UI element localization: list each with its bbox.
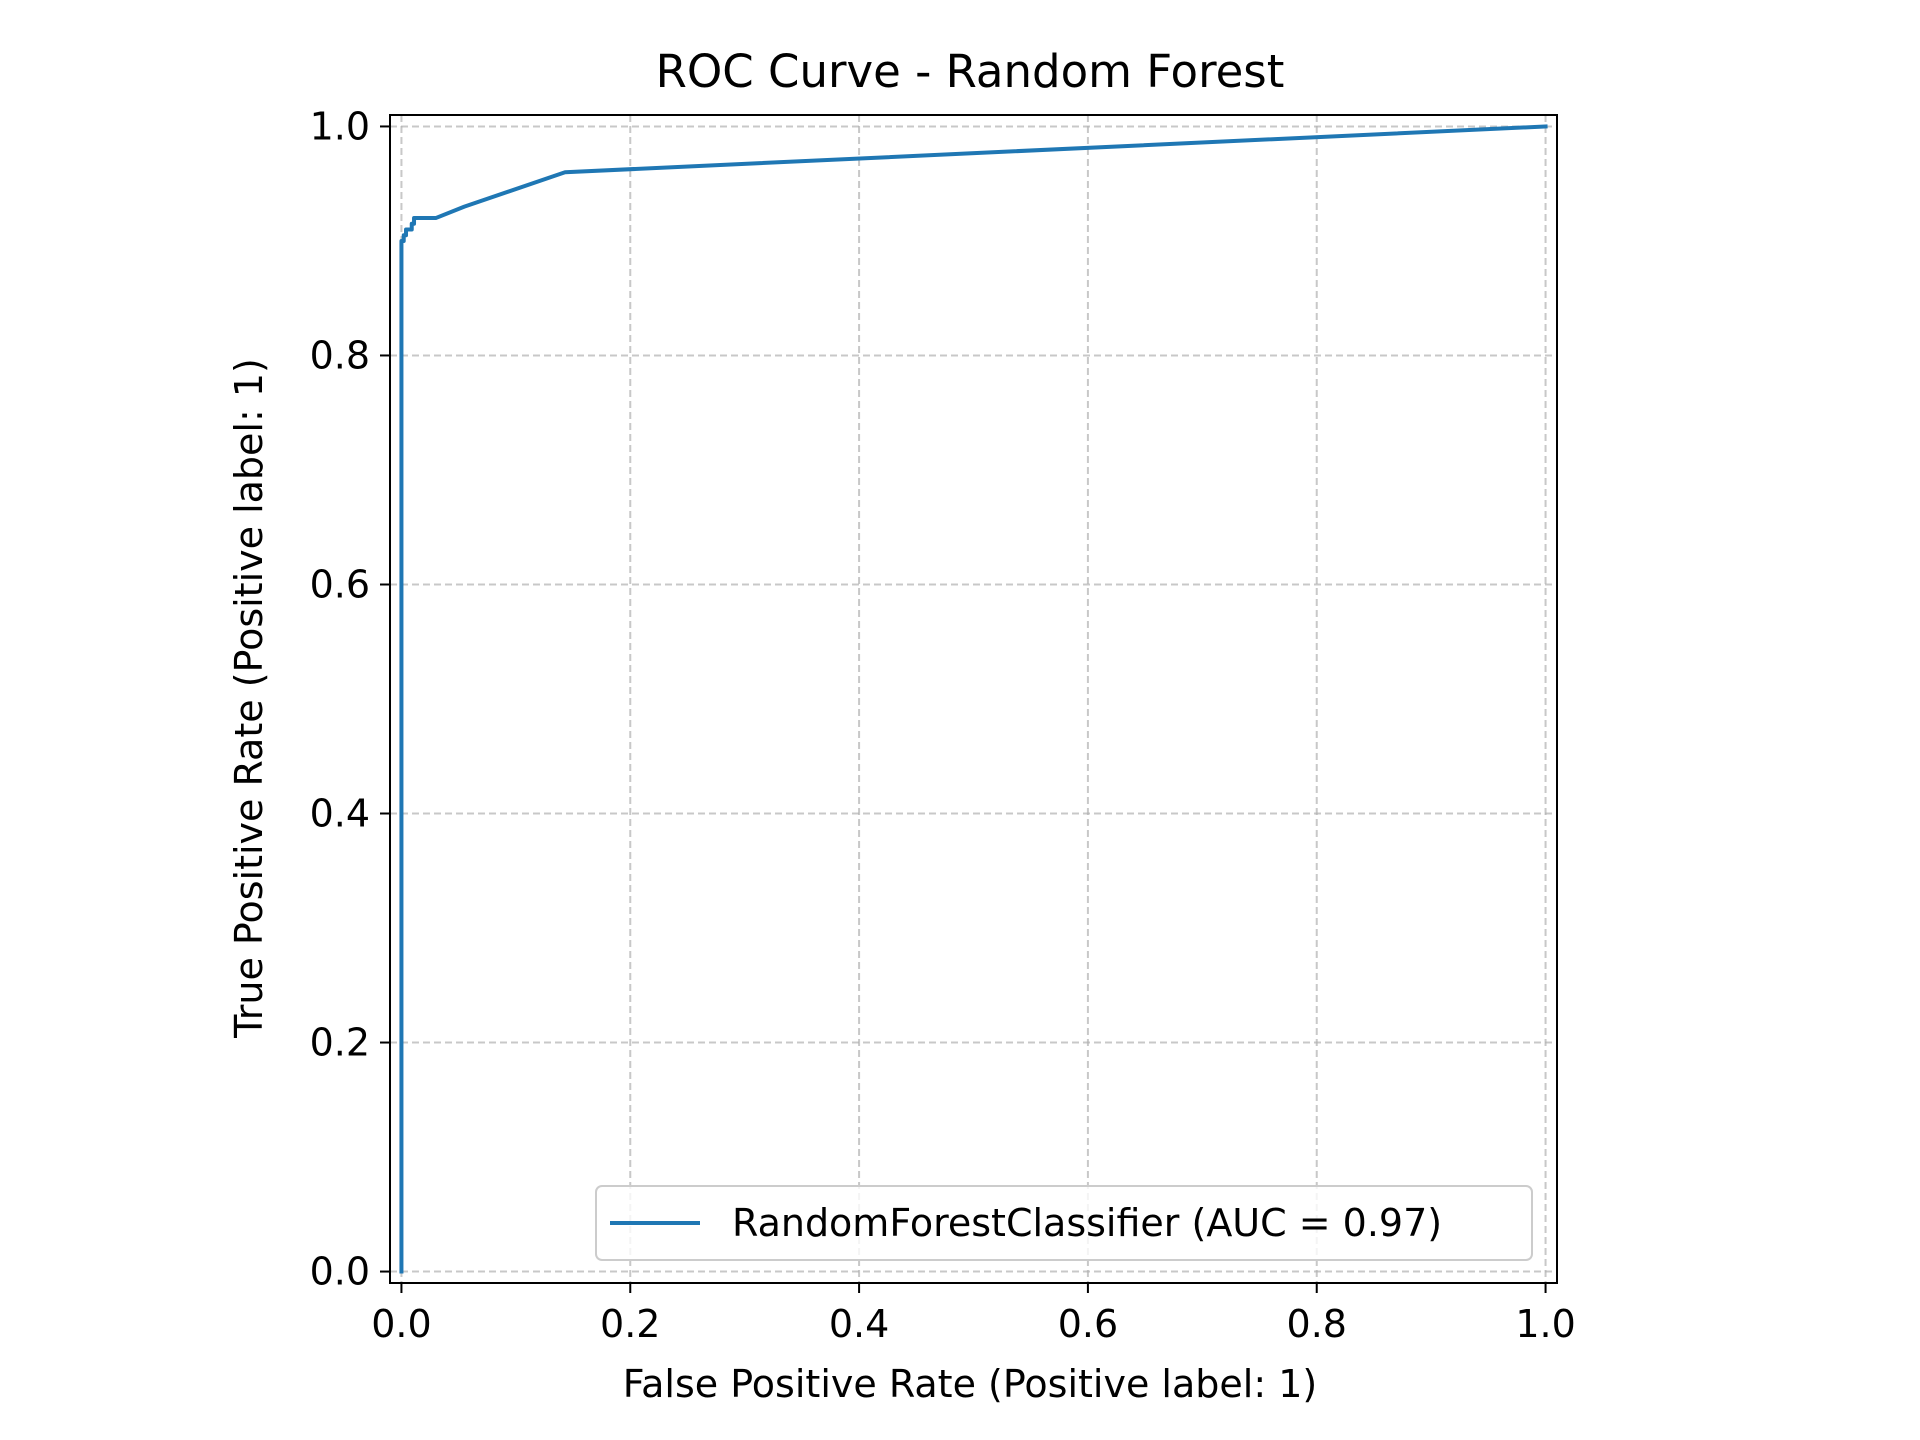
x-tick-label: 0.6 <box>1058 1302 1118 1346</box>
y-tick-label: 0.0 <box>310 1250 370 1294</box>
x-ticks: 0.0 0.2 0.4 0.6 0.8 1.0 <box>371 1283 1576 1346</box>
series-layer <box>399 124 1548 1274</box>
x-tick-label: 0.4 <box>829 1302 889 1346</box>
x-tick-label: 0.0 <box>371 1302 431 1346</box>
y-tick-label: 0.6 <box>310 562 370 606</box>
y-ticks: 0.0 0.2 0.4 0.6 0.8 1.0 <box>310 104 390 1294</box>
x-axis-label: False Positive Rate (Positive label: 1) <box>623 1362 1317 1406</box>
x-tick-label: 0.2 <box>600 1302 660 1346</box>
grid-lines <box>390 115 1557 1283</box>
chart-title: ROC Curve - Random Forest <box>656 45 1285 98</box>
plot-frame <box>389 114 1558 1284</box>
y-axis-label: True Positive Rate (Positive label: 1) <box>227 358 271 1039</box>
y-tick-label: 1.0 <box>310 104 370 148</box>
y-tick-label: 0.2 <box>310 1021 370 1065</box>
legend-entry: RandomForestClassifier (AUC = 0.97) <box>732 1201 1442 1245</box>
roc-curve-line <box>399 124 1548 1274</box>
legend: RandomForestClassifier (AUC = 0.97) <box>595 1185 1533 1261</box>
y-tick-label: 0.4 <box>310 792 370 836</box>
x-tick-label: 1.0 <box>1515 1302 1575 1346</box>
legend-box <box>595 1185 1533 1261</box>
x-tick-label: 0.8 <box>1287 1302 1347 1346</box>
y-tick-label: 0.8 <box>310 333 370 377</box>
